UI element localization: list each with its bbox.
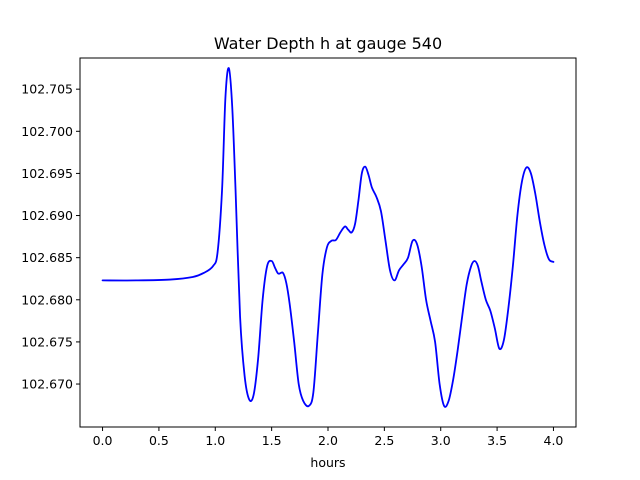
y-axis-ticks: 102.670 102.675 102.680 102.685 102.690 102.6…: [21, 82, 80, 392]
x-tick-label: 1.5: [262, 433, 282, 448]
y-tick-label: 102.680: [21, 292, 73, 307]
y-tick-label: 102.700: [21, 124, 73, 139]
x-axis-label: hours: [310, 455, 345, 470]
x-tick-label: 4.0: [544, 433, 564, 448]
y-tick-label: 102.670: [21, 377, 73, 392]
y-tick-label: 102.675: [21, 334, 73, 349]
x-tick-label: 1.0: [205, 433, 225, 448]
series-line-water-depth: [101, 67, 555, 408]
x-tick-label: 2.0: [318, 433, 338, 448]
x-axis-ticks: 0.0 0.5 1.0 1.5 2.0 2.5 3.0 3.5 4.0: [93, 427, 564, 448]
y-tick-label: 102.705: [21, 82, 73, 97]
x-tick-label: 0.0: [93, 433, 113, 448]
x-tick-label: 3.0: [431, 433, 451, 448]
x-tick-label: 3.5: [487, 433, 507, 448]
y-tick-label: 102.685: [21, 250, 73, 265]
y-tick-label: 102.690: [21, 208, 73, 223]
plot-frame: [79, 57, 577, 428]
y-tick-label: 102.695: [21, 166, 73, 181]
x-tick-label: 2.5: [374, 433, 394, 448]
x-tick-label: 0.5: [149, 433, 169, 448]
chart-title: Water Depth h at gauge 540: [214, 34, 442, 53]
